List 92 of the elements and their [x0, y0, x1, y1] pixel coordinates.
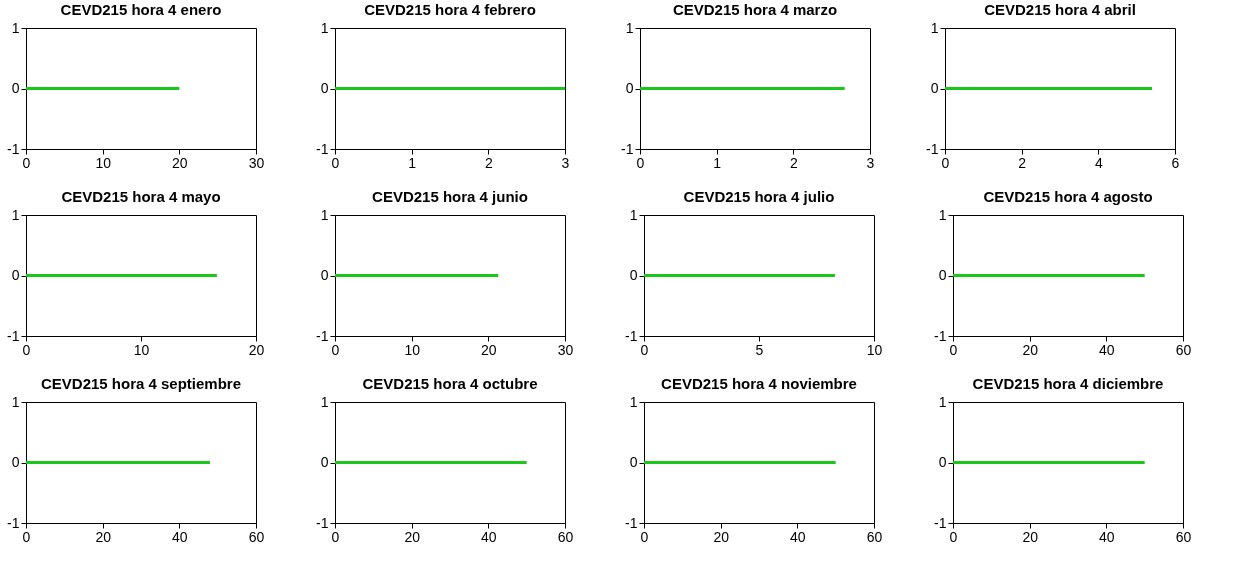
- y-tick-label: 0: [629, 454, 638, 470]
- chart-title: CEVD215 hora 4 febrero: [364, 1, 536, 18]
- chart-title: CEVD215 hora 4 junio: [372, 188, 528, 205]
- x-tick-label: 10: [95, 154, 112, 171]
- x-tick-label: 20: [404, 528, 421, 545]
- y-tick-label: -1: [316, 140, 329, 157]
- y-tick-label: -1: [934, 327, 947, 344]
- x-tick-label: 0: [22, 528, 31, 545]
- x-tick-label: 20: [95, 528, 112, 545]
- x-tick-label: 60: [1175, 341, 1192, 358]
- chart-title: CEVD215 hora 4 noviembre: [661, 375, 857, 392]
- x-tick-label: 0: [331, 341, 340, 358]
- x-tick-label: 20: [248, 341, 265, 358]
- x-tick-label: 0: [949, 341, 958, 358]
- y-tick-label: 0: [11, 267, 20, 283]
- x-tick-label: 0: [22, 154, 31, 171]
- x-tick-label: 10: [133, 341, 150, 358]
- y-tick-label: 0: [938, 454, 947, 470]
- x-tick-label: 1: [408, 154, 417, 171]
- chart-title: CEVD215 hora 4 mayo: [61, 188, 221, 205]
- chart-title: CEVD215 hora 4 julio: [683, 188, 835, 205]
- y-tick-label: 0: [11, 80, 20, 96]
- y-tick-label: -1: [926, 140, 939, 157]
- x-tick-label: 20: [172, 154, 188, 171]
- x-tick-label: 10: [404, 341, 421, 358]
- chart-title: CEVD215 hora 4 agosto: [983, 188, 1153, 205]
- x-tick-label: 40: [481, 528, 497, 545]
- y-tick-label: 0: [629, 267, 638, 283]
- y-tick-label: -1: [934, 514, 947, 531]
- y-tick-label: 0: [320, 454, 329, 470]
- chart-title: CEVD215 hora 4 marzo: [672, 1, 838, 18]
- y-tick-label: -1: [316, 514, 329, 531]
- y-tick-label: 1: [320, 206, 329, 223]
- y-tick-label: -1: [625, 327, 638, 344]
- y-tick-label: -1: [621, 140, 634, 157]
- y-tick-label: 0: [320, 80, 329, 96]
- x-tick-label: 40: [172, 528, 188, 545]
- x-tick-label: 60: [557, 528, 574, 545]
- x-tick-label: 0: [949, 528, 958, 545]
- x-tick-label: 60: [866, 528, 883, 545]
- chart-title: CEVD215 hora 4 diciembre: [972, 375, 1164, 392]
- y-tick-label: 0: [625, 80, 634, 96]
- x-tick-label: 0: [640, 341, 649, 358]
- x-tick-label: 20: [481, 341, 497, 358]
- x-tick-label: 0: [22, 341, 31, 358]
- x-tick-label: 2: [1018, 154, 1027, 171]
- x-tick-label: 5: [755, 341, 764, 358]
- y-tick-label: 1: [938, 393, 947, 410]
- y-tick-label: 1: [11, 19, 20, 36]
- x-tick-label: 60: [248, 528, 265, 545]
- chart-title: CEVD215 hora 4 abril: [984, 1, 1136, 18]
- y-tick-label: -1: [7, 327, 20, 344]
- x-tick-label: 20: [713, 528, 730, 545]
- chart-title: CEVD215 hora 4 septiembre: [40, 375, 242, 392]
- x-tick-label: 30: [557, 341, 574, 358]
- x-tick-label: 3: [866, 154, 875, 171]
- x-tick-label: 1: [713, 154, 722, 171]
- y-tick-label: 1: [11, 393, 20, 410]
- x-tick-label: 20: [1022, 341, 1039, 358]
- x-tick-label: 3: [561, 154, 570, 171]
- x-tick-label: 10: [866, 341, 883, 358]
- x-tick-label: 40: [1099, 528, 1115, 545]
- y-tick-label: 1: [629, 206, 638, 223]
- y-tick-label: 1: [320, 19, 329, 36]
- x-tick-label: 0: [331, 528, 340, 545]
- y-tick-label: 0: [320, 267, 329, 283]
- x-tick-label: 0: [640, 528, 649, 545]
- x-tick-label: 60: [1175, 528, 1192, 545]
- x-tick-label: 2: [484, 154, 493, 171]
- y-tick-label: 1: [938, 206, 947, 223]
- y-tick-label: 0: [11, 454, 20, 470]
- y-tick-label: 1: [320, 393, 329, 410]
- x-tick-label: 0: [331, 154, 340, 171]
- x-tick-label: 30: [248, 154, 265, 171]
- x-tick-label: 40: [1099, 341, 1115, 358]
- y-tick-label: 0: [938, 267, 947, 283]
- y-tick-label: 1: [11, 206, 20, 223]
- y-tick-label: -1: [7, 140, 20, 157]
- y-tick-label: -1: [316, 327, 329, 344]
- y-tick-label: 1: [625, 19, 634, 36]
- x-tick-label: 20: [1022, 528, 1039, 545]
- y-tick-label: -1: [7, 514, 20, 531]
- y-tick-label: 1: [629, 393, 638, 410]
- x-tick-label: 4: [1094, 154, 1103, 171]
- y-tick-label: 1: [930, 19, 939, 36]
- x-tick-label: 2: [789, 154, 798, 171]
- x-tick-label: 40: [790, 528, 806, 545]
- y-tick-label: -1: [625, 514, 638, 531]
- y-tick-label: 0: [930, 80, 939, 96]
- x-tick-label: 6: [1171, 154, 1180, 171]
- chart-title: CEVD215 hora 4 octubre: [362, 375, 538, 392]
- chart-title: CEVD215 hora 4 enero: [60, 1, 222, 18]
